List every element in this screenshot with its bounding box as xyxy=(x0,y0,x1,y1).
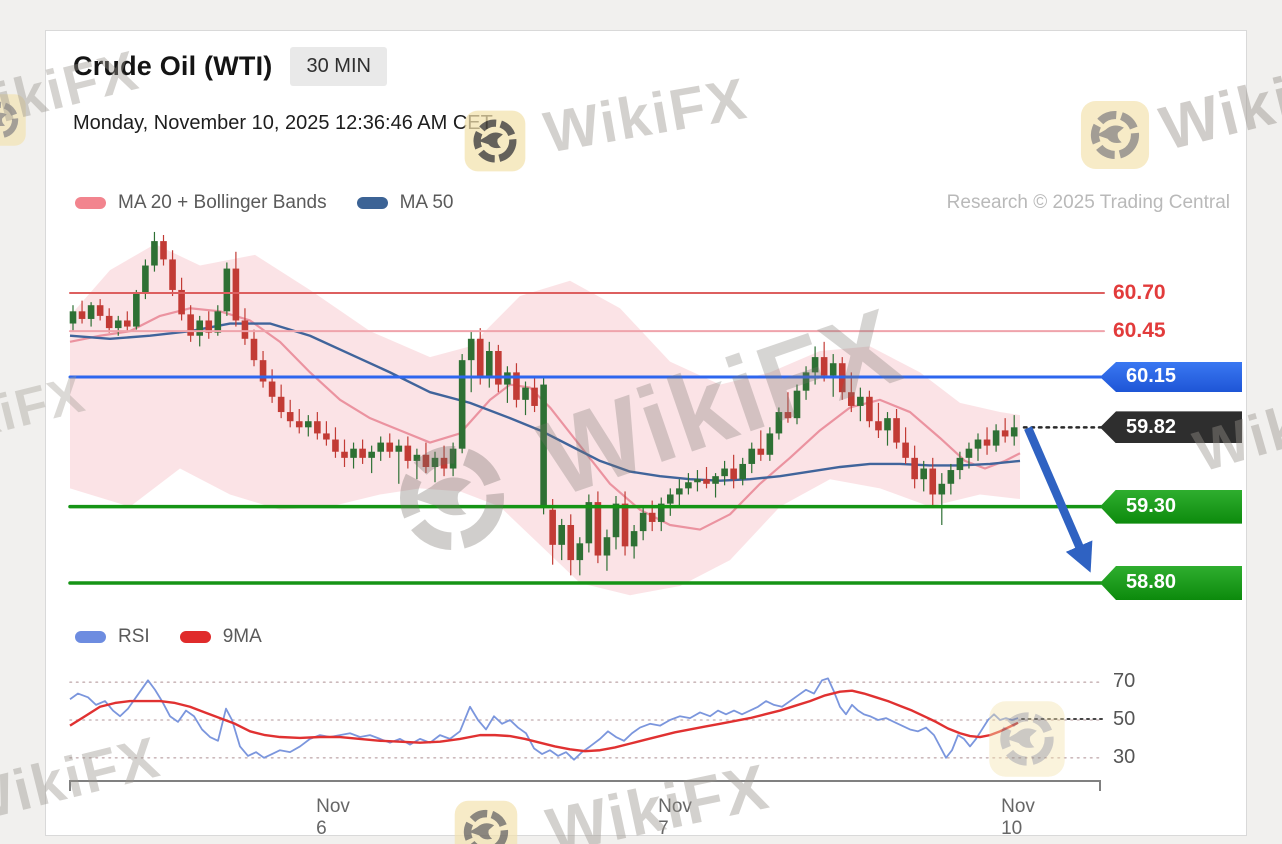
research-credit: Research © 2025 Trading Central xyxy=(946,192,1230,213)
sub-legend-swatch xyxy=(75,631,106,643)
sub-legend-swatch xyxy=(179,631,211,643)
report-datetime: Monday, November 10, 2025 12:36:46 AM CE… xyxy=(73,112,493,134)
rsi-legend: RSI 9MA xyxy=(75,626,262,648)
main-legend-item: MA 50 xyxy=(356,192,454,214)
sub-legend-item: RSI xyxy=(75,626,150,648)
wikifx-eagle-logo-icon xyxy=(0,92,28,148)
main-legend-swatch xyxy=(75,197,106,209)
main-chart-legend: MA 20 + Bollinger Bands MA 50 xyxy=(75,192,453,214)
main-legend-label: MA 50 xyxy=(399,192,454,213)
main-legend-item: MA 20 + Bollinger Bands xyxy=(75,192,327,214)
main-legend-label: MA 20 + Bollinger Bands xyxy=(118,192,327,213)
main-legend-swatch xyxy=(356,197,388,209)
timeframe-badge: 30 MIN xyxy=(290,47,387,86)
sub-legend-label: RSI xyxy=(118,626,150,647)
page-title: Crude Oil (WTI) xyxy=(73,51,273,81)
report-card xyxy=(45,30,1247,836)
sub-legend-label: 9MA xyxy=(222,626,262,647)
sub-legend-item: 9MA xyxy=(179,626,262,648)
header: Crude Oil (WTI) 30 MIN xyxy=(73,47,387,86)
